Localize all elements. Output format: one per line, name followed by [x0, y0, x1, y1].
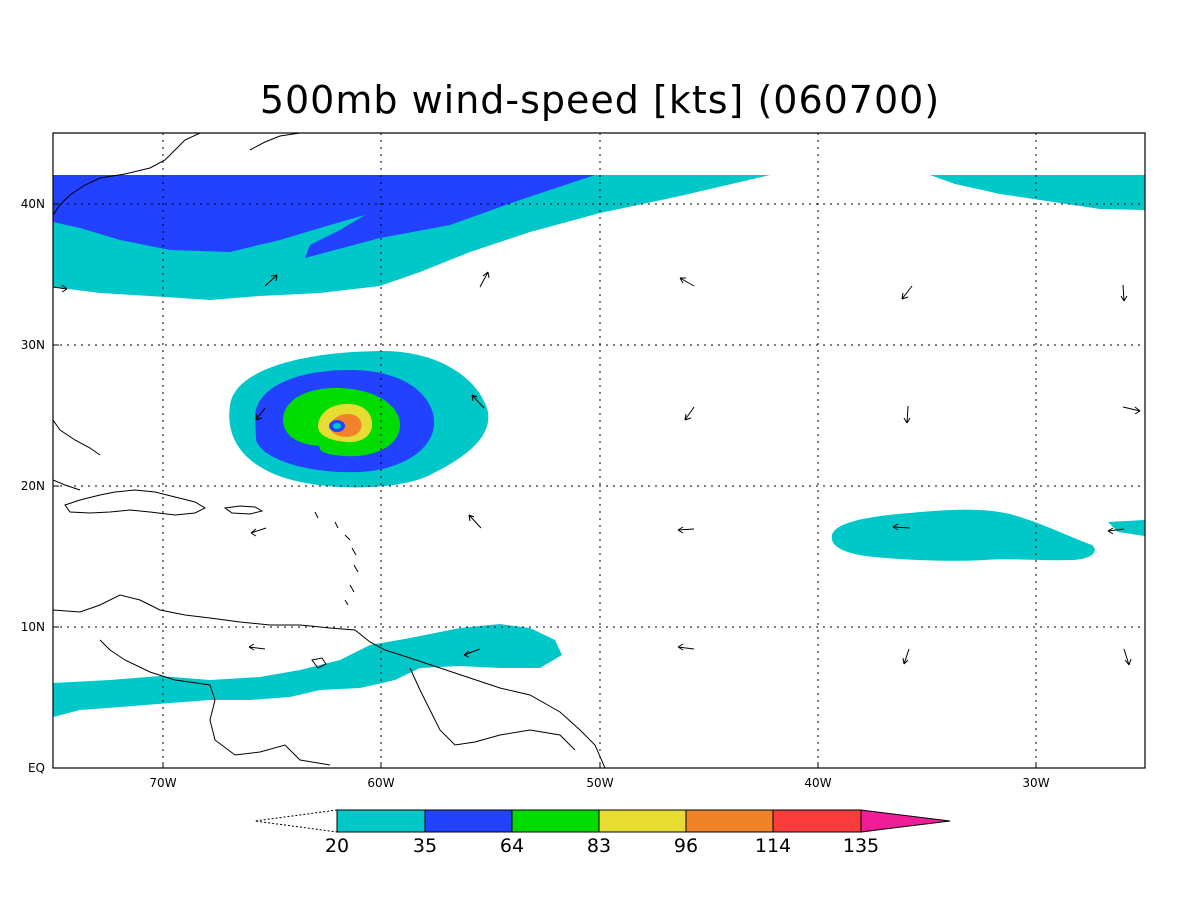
hispaniola-coast: [64, 489, 207, 516]
lon-label-40w: 40W: [804, 776, 831, 790]
wind-arrow: [684, 406, 695, 421]
lon-label-30w: 30W: [1022, 776, 1049, 790]
colorbar-label-35: 35: [413, 835, 437, 857]
plot-frame: [52, 132, 1146, 769]
wind-arrow: [902, 648, 910, 665]
wind-arrow: [255, 407, 266, 421]
colorbar-swatch: [511, 809, 600, 833]
lon-label-60w: 60W: [367, 776, 394, 790]
nova-scotia-coast: [249, 133, 301, 151]
jet-band-35kt: [53, 175, 595, 258]
wind-arrow: [1120, 284, 1128, 302]
wind-arrow: [479, 271, 490, 288]
guiana-borders: [409, 667, 576, 751]
wind-arrow: [677, 643, 695, 651]
coastlines: [53, 133, 606, 768]
wind-arrow: [901, 285, 913, 300]
colorbar-high-triangle: [860, 809, 951, 833]
colorbar-label-20: 20: [325, 835, 349, 857]
lesser-antilles: [314, 511, 359, 606]
jet-band-20kt-east: [930, 175, 1145, 210]
colorbar-swatch: [598, 809, 687, 833]
trinidad: [311, 657, 327, 669]
wind-arrow: [468, 514, 482, 529]
grid-lines: [53, 133, 1145, 768]
lon-axis-labels: 70W 60W 50W 40W 30W: [149, 776, 1049, 790]
lat-label-20n: 20N: [21, 479, 45, 493]
colorbar-label-83: 83: [587, 835, 611, 857]
wind-speed-shading: [53, 175, 1145, 717]
southern-band-20kt: [53, 624, 562, 717]
axis-ticks: [53, 203, 1037, 768]
colorbar-swatch: [685, 809, 774, 833]
wind-vectors: [52, 271, 1141, 666]
colorbar-swatch: [336, 809, 426, 833]
easterly-band-20kt: [831, 509, 1095, 561]
wind-arrow: [903, 405, 911, 424]
colorbar-swatch: [772, 809, 862, 833]
colorbar-low-triangle: [254, 809, 338, 833]
colorbar-label-135: 135: [843, 835, 879, 857]
venezuela-interior: [99, 639, 331, 766]
wind-arrow: [264, 274, 278, 287]
colorbar-label-114: 114: [755, 835, 791, 857]
wind-arrow: [52, 284, 68, 293]
wind-arrow: [471, 394, 485, 409]
colorbar-label-96: 96: [674, 835, 698, 857]
lat-label-40n: 40N: [21, 197, 45, 211]
cuba-bahamas-coast: [53, 419, 101, 491]
wind-arrow: [250, 527, 267, 537]
colorbar-label-64: 64: [500, 835, 524, 857]
wind-arrow: [463, 648, 481, 658]
wind-arrow: [1122, 406, 1141, 415]
wind-arrow: [892, 523, 911, 531]
hurricane-eye: [333, 423, 341, 429]
wind-arrow: [677, 526, 695, 534]
south-america-coast: [53, 594, 606, 768]
wind-arrow: [1107, 527, 1125, 535]
lat-axis-labels: EQ 10N 20N 30N 40N: [21, 197, 45, 775]
easterly-band-20kt-east: [1108, 520, 1145, 536]
lat-label-30n: 30N: [21, 338, 45, 352]
lat-label-eq: EQ: [28, 761, 45, 775]
wind-arrow: [248, 643, 266, 651]
lat-label-10n: 10N: [21, 620, 45, 634]
chart-title: 500mb wind-speed [kts] (060700): [259, 78, 941, 122]
north-america-coast: [53, 133, 201, 216]
colorbar-swatch: [424, 809, 513, 833]
lon-label-50w: 50W: [586, 776, 613, 790]
wind-arrow: [1123, 648, 1132, 666]
lon-label-70w: 70W: [149, 776, 176, 790]
wind-arrow: [679, 277, 695, 287]
puerto-rico-coast: [223, 505, 264, 515]
colorbar: 20 35 64 83 96 114 135: [254, 809, 951, 857]
